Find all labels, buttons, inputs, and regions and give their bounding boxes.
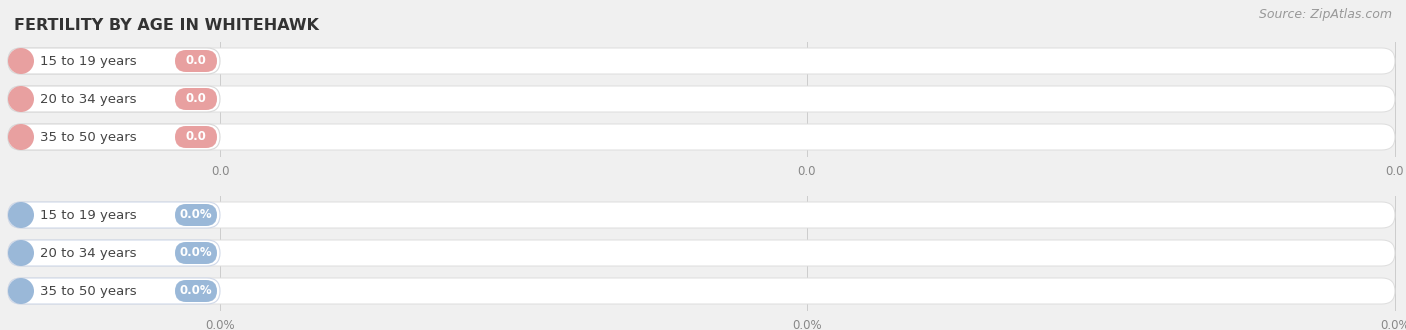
FancyBboxPatch shape: [8, 48, 219, 74]
FancyBboxPatch shape: [174, 204, 217, 226]
Circle shape: [8, 278, 34, 304]
Text: 0.0%: 0.0%: [205, 319, 235, 330]
Circle shape: [8, 86, 34, 112]
Text: Source: ZipAtlas.com: Source: ZipAtlas.com: [1258, 8, 1392, 21]
Text: 0.0%: 0.0%: [1381, 319, 1406, 330]
FancyBboxPatch shape: [8, 48, 1395, 74]
FancyBboxPatch shape: [8, 86, 1395, 112]
FancyBboxPatch shape: [8, 86, 219, 112]
FancyBboxPatch shape: [174, 88, 217, 110]
Circle shape: [8, 240, 34, 266]
Text: 0.0%: 0.0%: [180, 209, 212, 221]
Text: 0.0: 0.0: [186, 54, 207, 68]
Text: 35 to 50 years: 35 to 50 years: [39, 284, 136, 298]
FancyBboxPatch shape: [8, 124, 1395, 150]
FancyBboxPatch shape: [8, 278, 219, 304]
Text: 0.0: 0.0: [186, 92, 207, 106]
Text: 20 to 34 years: 20 to 34 years: [39, 247, 136, 259]
FancyBboxPatch shape: [174, 242, 217, 264]
Circle shape: [8, 124, 34, 150]
Text: 0.0: 0.0: [1386, 165, 1405, 178]
FancyBboxPatch shape: [174, 126, 217, 148]
Text: 15 to 19 years: 15 to 19 years: [39, 209, 136, 221]
Text: 0.0%: 0.0%: [180, 247, 212, 259]
Text: 0.0%: 0.0%: [792, 319, 823, 330]
Text: 20 to 34 years: 20 to 34 years: [39, 92, 136, 106]
Text: 35 to 50 years: 35 to 50 years: [39, 130, 136, 144]
Text: FERTILITY BY AGE IN WHITEHAWK: FERTILITY BY AGE IN WHITEHAWK: [14, 18, 319, 33]
Text: 0.0: 0.0: [797, 165, 817, 178]
Circle shape: [8, 202, 34, 228]
FancyBboxPatch shape: [8, 202, 219, 228]
Text: 0.0%: 0.0%: [180, 284, 212, 298]
Text: 0.0: 0.0: [211, 165, 229, 178]
FancyBboxPatch shape: [8, 240, 1395, 266]
Text: 15 to 19 years: 15 to 19 years: [39, 54, 136, 68]
FancyBboxPatch shape: [8, 240, 219, 266]
FancyBboxPatch shape: [174, 50, 217, 72]
FancyBboxPatch shape: [8, 124, 219, 150]
FancyBboxPatch shape: [8, 202, 1395, 228]
Text: 0.0: 0.0: [186, 130, 207, 144]
Circle shape: [8, 48, 34, 74]
FancyBboxPatch shape: [174, 280, 217, 302]
FancyBboxPatch shape: [8, 278, 1395, 304]
